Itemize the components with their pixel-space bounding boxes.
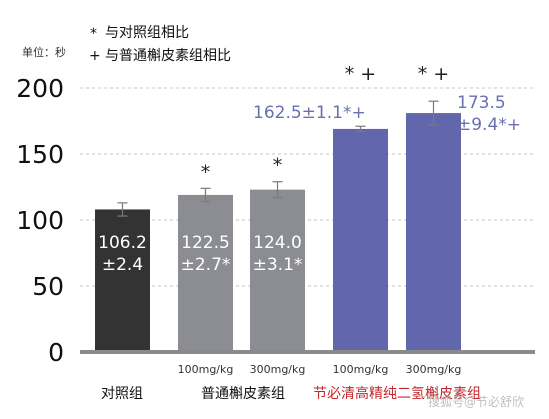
value-label-2: 122.5 (181, 233, 230, 253)
group-label-dihydroquercetin: 节必清高精纯二氢槲皮素组 (313, 385, 481, 402)
y-tick-label: 150 (16, 140, 64, 169)
y-tick-label: 200 (16, 74, 64, 103)
y-tick-label: 0 (48, 338, 64, 367)
bar-3 (250, 189, 305, 352)
value-label-1: ±2.4 (102, 255, 143, 275)
value-label-1: 106.2 (98, 233, 147, 253)
bar-1 (95, 209, 150, 352)
significance-mark-2: * (201, 161, 211, 183)
y-axis-ticks: 0 50 100 150 200 (16, 74, 64, 367)
value-label-4: 162.5±1.1*+ (253, 103, 366, 123)
dose-label-5: 300mg/kg (406, 363, 462, 376)
watermark: 搜狐号@节必舒欣 (428, 394, 524, 409)
group-label-quercetin: 普通槲皮素组 (201, 386, 285, 402)
legend-text-control: 与对照组相比 (105, 25, 189, 41)
unit-label: 单位：秒 (22, 45, 66, 59)
dose-label-2: 100mg/kg (178, 363, 234, 376)
bars-layer (95, 100, 461, 352)
legend: * 与对照组相比 + 与普通槲皮素组相比 (89, 25, 231, 64)
value-label-5: 173.5 (457, 93, 506, 113)
y-tick-label: 100 (16, 206, 64, 235)
significance-mark-4: * + (345, 63, 376, 85)
group-label-control: 对照组 (101, 386, 143, 402)
value-label-3: ±3.1* (253, 255, 303, 275)
dose-label-4: 100mg/kg (333, 363, 389, 376)
legend-symbol-plus: + (89, 48, 101, 64)
bar-4 (333, 128, 388, 352)
bar-5 (406, 113, 461, 352)
significance-mark-3: * (273, 155, 283, 177)
significance-mark-5: * + (418, 63, 449, 85)
legend-text-quercetin: 与普通槲皮素组相比 (105, 48, 231, 64)
bar-2 (178, 194, 233, 352)
value-label-2: ±2.7* (181, 255, 231, 275)
value-label-5: ±9.4*+ (457, 115, 521, 135)
value-label-3: 124.0 (253, 233, 302, 253)
dose-label-3: 300mg/kg (250, 363, 306, 376)
y-tick-label: 50 (32, 272, 64, 301)
labels-layer: 106.2±2.4 122.5±2.7* * 100mg/kg 124.0±3.1* * 3… (98, 63, 521, 376)
legend-symbol-star: * (90, 26, 97, 42)
